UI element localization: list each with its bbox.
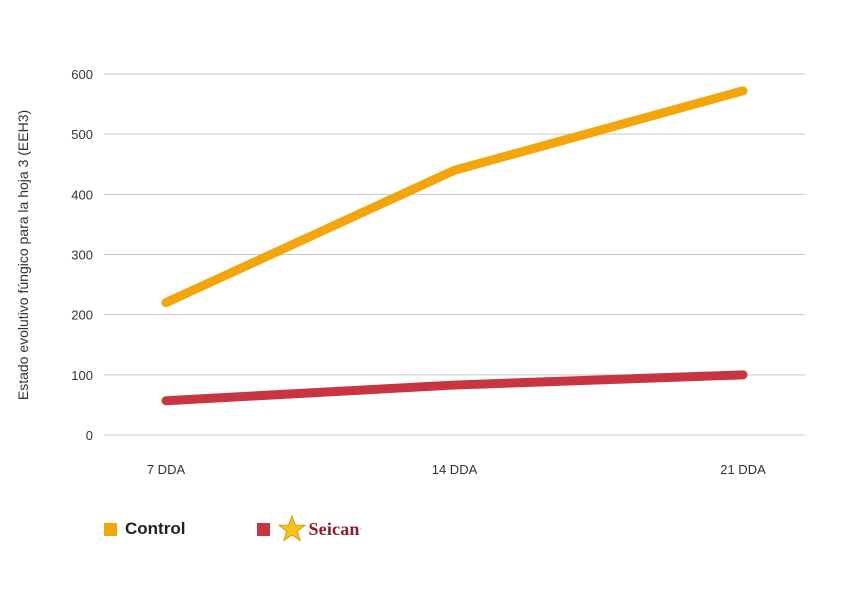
y-tick-label: 100 [71, 368, 93, 383]
y-axis-label: Estado evolutivo fúngico para la hoja 3 … [15, 110, 31, 400]
y-tick-label: 600 [71, 67, 93, 82]
seican-logo-mark: · [359, 524, 363, 534]
series-lines [161, 86, 748, 406]
y-tick-label: 0 [86, 428, 93, 443]
series-line-seican [161, 370, 748, 406]
y-tick-label: 400 [71, 187, 93, 202]
grid-lines [104, 73, 805, 436]
seican-logo-text: Seican [308, 518, 360, 539]
y-tick-label: 300 [71, 248, 93, 263]
x-tick-label: 21 DDA [720, 462, 766, 477]
y-tick-label: 500 [71, 127, 93, 142]
x-axis-ticks: 7 DDA 14 DDA 21 DDA [147, 462, 766, 477]
legend-swatch-seican [257, 522, 271, 536]
x-tick-label: 7 DDA [147, 462, 186, 477]
star-icon [278, 515, 307, 542]
legend-label-control: Control [125, 519, 186, 538]
y-axis-ticks: 0 100 200 300 400 500 600 [71, 67, 93, 443]
series-line-control [161, 86, 748, 308]
seican-logo: Seican · [278, 515, 362, 543]
legend-item-control: Control [104, 519, 185, 539]
legend-swatch-control [104, 522, 117, 536]
legend-item-seican: Seican · [257, 515, 362, 543]
y-tick-label: 200 [71, 308, 93, 323]
x-tick-label: 14 DDA [432, 462, 478, 477]
legend: Control Seican · [104, 514, 434, 544]
